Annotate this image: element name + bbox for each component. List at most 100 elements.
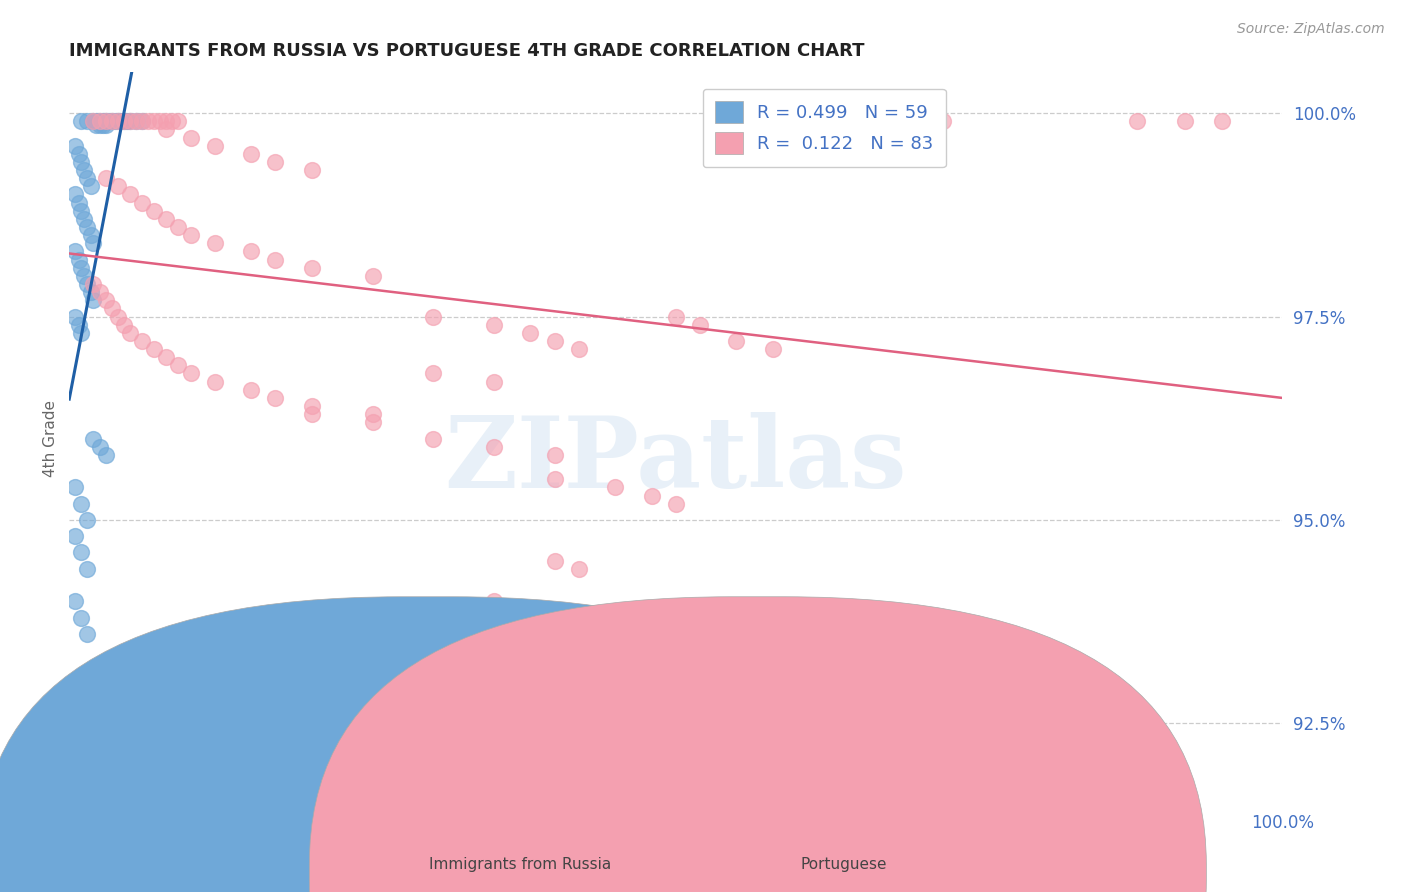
Point — [155, 114, 177, 128]
Point — [108, 114, 131, 128]
Point — [80, 285, 103, 299]
Point — [149, 114, 172, 128]
Text: IMMIGRANTS FROM RUSSIA VS PORTUGUESE 4TH GRADE CORRELATION CHART: IMMIGRANTS FROM RUSSIA VS PORTUGUESE 4TH… — [69, 42, 865, 60]
Point — [76, 562, 98, 576]
Point — [143, 203, 166, 218]
Point — [143, 342, 166, 356]
Point — [70, 756, 93, 771]
Point — [568, 562, 591, 576]
Point — [136, 114, 159, 128]
Point — [1126, 114, 1149, 128]
Point — [73, 268, 96, 283]
Point — [80, 228, 103, 243]
Point — [125, 114, 148, 128]
Point — [80, 179, 103, 194]
Point — [131, 114, 153, 128]
Point — [131, 334, 153, 348]
Text: ZIPatlas: ZIPatlas — [444, 412, 907, 509]
Point — [762, 342, 785, 356]
Point — [76, 627, 98, 641]
Point — [422, 635, 444, 649]
Legend: R = 0.499   N = 59, R =  0.122   N = 83: R = 0.499 N = 59, R = 0.122 N = 83 — [703, 89, 946, 167]
Point — [84, 118, 107, 132]
Point — [301, 260, 323, 275]
Point — [82, 277, 104, 291]
Point — [117, 114, 139, 128]
Point — [82, 236, 104, 251]
Point — [689, 318, 711, 332]
Point — [131, 195, 153, 210]
Point — [543, 334, 565, 348]
Point — [67, 252, 90, 267]
Point — [112, 114, 135, 128]
Point — [932, 114, 955, 128]
Point — [70, 545, 93, 559]
Point — [76, 219, 98, 234]
Point — [155, 122, 177, 136]
Point — [94, 114, 117, 128]
Point — [204, 375, 226, 389]
Point — [76, 114, 98, 128]
Point — [167, 219, 190, 234]
Point — [543, 472, 565, 486]
Point — [568, 342, 591, 356]
Point — [65, 138, 87, 153]
Point — [125, 114, 148, 128]
Point — [84, 114, 107, 128]
Point — [82, 114, 104, 128]
Text: Source: ZipAtlas.com: Source: ZipAtlas.com — [1237, 22, 1385, 37]
Point — [76, 277, 98, 291]
Point — [361, 415, 384, 429]
Point — [204, 236, 226, 251]
Point — [543, 553, 565, 567]
Point — [264, 155, 287, 169]
Point — [162, 114, 184, 128]
Point — [155, 350, 177, 364]
Point — [665, 310, 688, 324]
Point — [65, 740, 87, 755]
Point — [82, 114, 104, 128]
Point — [91, 114, 114, 128]
Point — [94, 293, 117, 308]
Point — [100, 114, 122, 128]
Point — [112, 114, 135, 128]
Point — [240, 244, 263, 259]
Point — [70, 155, 93, 169]
Point — [89, 114, 111, 128]
Point — [361, 268, 384, 283]
Point — [180, 367, 202, 381]
Point — [422, 367, 444, 381]
Point — [65, 310, 87, 324]
Point — [89, 118, 111, 132]
Y-axis label: 4th Grade: 4th Grade — [44, 400, 58, 477]
Point — [1211, 114, 1233, 128]
Point — [70, 326, 93, 340]
Point — [65, 480, 87, 494]
Point — [76, 513, 98, 527]
Point — [605, 480, 627, 494]
Point — [94, 114, 117, 128]
Point — [89, 285, 111, 299]
Point — [519, 602, 541, 616]
Point — [70, 114, 93, 128]
Point — [167, 114, 190, 128]
Point — [361, 407, 384, 421]
Point — [70, 260, 93, 275]
Point — [70, 203, 93, 218]
Point — [73, 163, 96, 178]
Point — [519, 326, 541, 340]
Point — [65, 187, 87, 202]
Point — [301, 399, 323, 413]
Point — [67, 318, 90, 332]
Point — [89, 114, 111, 128]
Point — [301, 407, 323, 421]
Point — [94, 448, 117, 462]
Point — [155, 211, 177, 226]
Point — [482, 318, 505, 332]
Point — [167, 359, 190, 373]
Point — [118, 114, 141, 128]
Point — [665, 497, 688, 511]
Point — [100, 114, 122, 128]
Point — [89, 440, 111, 454]
Point — [1174, 114, 1197, 128]
